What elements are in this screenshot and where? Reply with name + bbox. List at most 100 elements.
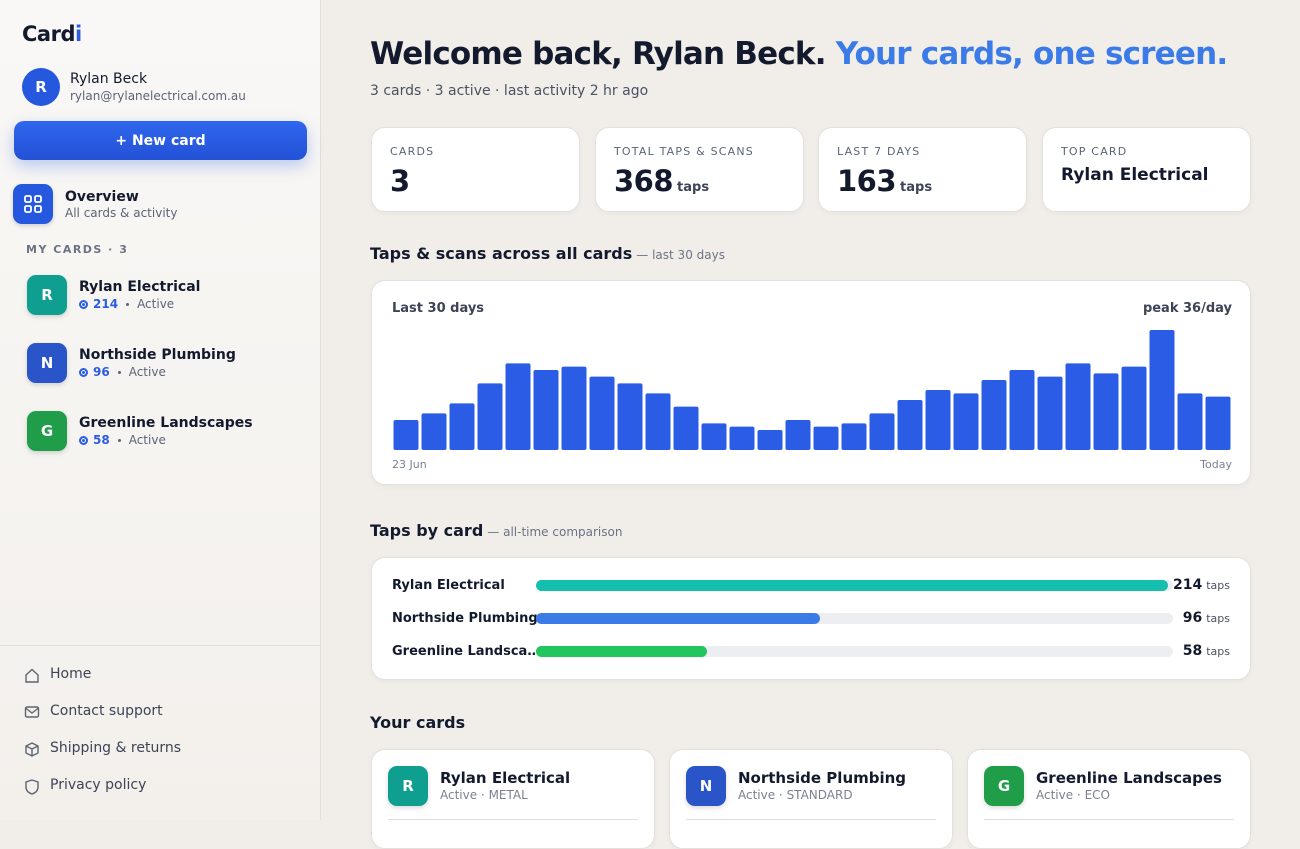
- bar: [645, 393, 671, 450]
- card-status: Active: [128, 433, 166, 447]
- card-tile[interactable]: N Northside Plumbing Active · STANDARD: [669, 749, 953, 849]
- bar-label: Northside Plumbing: [392, 611, 538, 626]
- chart-card: Last 30 days peak 36/day 23 Jun Today: [371, 280, 1251, 485]
- new-card-button[interactable]: + New card: [14, 121, 307, 160]
- chart-heading: Taps & scans across all cards — last 30 d…: [370, 244, 725, 263]
- comparison-card: Rylan Electrical 214 taps Northside Plumbin…: [371, 557, 1251, 680]
- bar: [785, 420, 811, 450]
- link-icons: [24, 668, 40, 795]
- footer-link[interactable]: Privacy policy: [50, 777, 147, 793]
- card-name[interactable]: Rylan Electrical: [79, 279, 201, 295]
- card-tile[interactable]: R Rylan Electrical Active · METAL: [371, 749, 655, 849]
- bar: [536, 613, 820, 624]
- footer-link[interactable]: Contact support: [50, 703, 163, 719]
- bar: [589, 376, 615, 450]
- card-icon: N: [686, 766, 726, 806]
- stat-label: CARDS: [390, 145, 435, 158]
- bar: [1177, 393, 1203, 450]
- card-meta: Active · STANDARD: [738, 788, 853, 802]
- page-title: Welcome back, Rylan Beck. Your cards, on…: [370, 36, 1228, 72]
- bar: [561, 366, 587, 450]
- bar: [536, 646, 708, 657]
- chart-heading: Taps by card — all-time comparison: [370, 521, 622, 540]
- stat-label: TOP CARD: [1061, 145, 1128, 158]
- divider: [0, 645, 321, 646]
- stat-number: 368: [614, 164, 674, 198]
- card-name[interactable]: Greenline Landscapes: [79, 415, 253, 431]
- card-icon: G: [984, 766, 1024, 806]
- chart-label: Last 30 days: [392, 301, 484, 316]
- bar: [673, 406, 699, 450]
- unit: taps: [1206, 612, 1230, 625]
- card-taps: 214: [93, 297, 119, 311]
- card-name[interactable]: Northside Plumbing: [79, 347, 236, 363]
- separator: [117, 370, 121, 374]
- bar-chart: Last 30 days peak 36/day 23 Jun Today: [392, 301, 1233, 471]
- bar: [981, 380, 1007, 450]
- bar: [505, 363, 531, 450]
- logo[interactable]: Cardi: [22, 22, 82, 46]
- x-tick-label: 23 Jun: [392, 458, 427, 471]
- bar: [449, 403, 475, 450]
- value: 96: [1182, 610, 1203, 626]
- card-meta: 58 Active: [79, 433, 166, 447]
- bar: [393, 420, 419, 450]
- user-email: rylan@rylanelectrical.com.au: [70, 89, 246, 103]
- section-title: Your cards: [370, 713, 466, 732]
- avatar[interactable]: R: [22, 68, 60, 106]
- stat-card: LAST 7 DAYS 163 taps: [818, 127, 1027, 212]
- peak-label: peak 36/day: [1143, 301, 1233, 316]
- card-name: Greenline Landscapes: [1036, 769, 1222, 787]
- separator: [117, 438, 121, 442]
- user-name: Rylan Beck: [70, 71, 148, 87]
- footer-link[interactable]: Home: [50, 666, 92, 682]
- card-taps: 58: [93, 433, 110, 447]
- page: Cardi R Rylan Beck rylan@rylanelectrical…: [0, 0, 1251, 849]
- logo-text: Card: [22, 22, 75, 46]
- card-name: Northside Plumbing: [738, 769, 907, 787]
- chart-subtitle: — last 30 days: [636, 248, 725, 262]
- title-main: Welcome back, Rylan Beck.: [370, 36, 827, 72]
- stat-value: Rylan Electrical: [1061, 165, 1209, 185]
- card-icon[interactable]: N: [27, 343, 67, 383]
- chart-title: Taps & scans across all cards: [370, 244, 633, 263]
- bar: [1037, 376, 1063, 450]
- bar: [1065, 363, 1091, 450]
- bar: [1205, 396, 1231, 450]
- stat-value: 368 taps: [614, 164, 709, 198]
- overview-icon[interactable]: [13, 184, 53, 224]
- bar: [729, 426, 755, 450]
- value: 214: [1172, 577, 1203, 593]
- card-tile[interactable]: G Greenline Landscapes Active · ECO: [967, 749, 1251, 849]
- page-subtitle: 3 cards · 3 active · last activity 2 hr …: [370, 83, 649, 99]
- card-icon[interactable]: R: [27, 275, 67, 315]
- section-label: MY CARDS · 3: [26, 243, 129, 256]
- footer-link[interactable]: Shipping & returns: [50, 740, 181, 756]
- bar-track: [536, 646, 1173, 657]
- card-taps: 96: [93, 365, 110, 379]
- bar: [897, 400, 923, 450]
- overview-title[interactable]: Overview: [65, 189, 139, 205]
- value: 58: [1182, 643, 1203, 659]
- chart-subtitle: — all-time comparison: [487, 525, 623, 539]
- unit: taps: [1206, 645, 1230, 658]
- stat-unit: taps: [900, 180, 933, 195]
- bar: [1093, 373, 1119, 450]
- bar: [757, 430, 783, 450]
- unit: taps: [1206, 579, 1230, 592]
- bar: [477, 383, 503, 450]
- bar: [1149, 330, 1175, 450]
- stat-value: 163 taps: [837, 164, 932, 198]
- status-dot: [79, 435, 88, 445]
- stat-number: 3: [390, 164, 410, 198]
- stat-card: CARDS 3: [371, 127, 580, 212]
- stat-card: TOTAL TAPS & SCANS 368 taps: [595, 127, 804, 212]
- overview-subtitle: All cards & activity: [65, 206, 178, 220]
- chart-title: Taps by card: [370, 521, 484, 540]
- bar: [701, 423, 727, 450]
- value-label: 96 taps: [1183, 610, 1230, 626]
- bar-label: Greenline Landsca…: [392, 644, 541, 659]
- bar: [953, 393, 979, 450]
- stat-unit: taps: [677, 180, 710, 195]
- card-icon[interactable]: G: [27, 411, 67, 451]
